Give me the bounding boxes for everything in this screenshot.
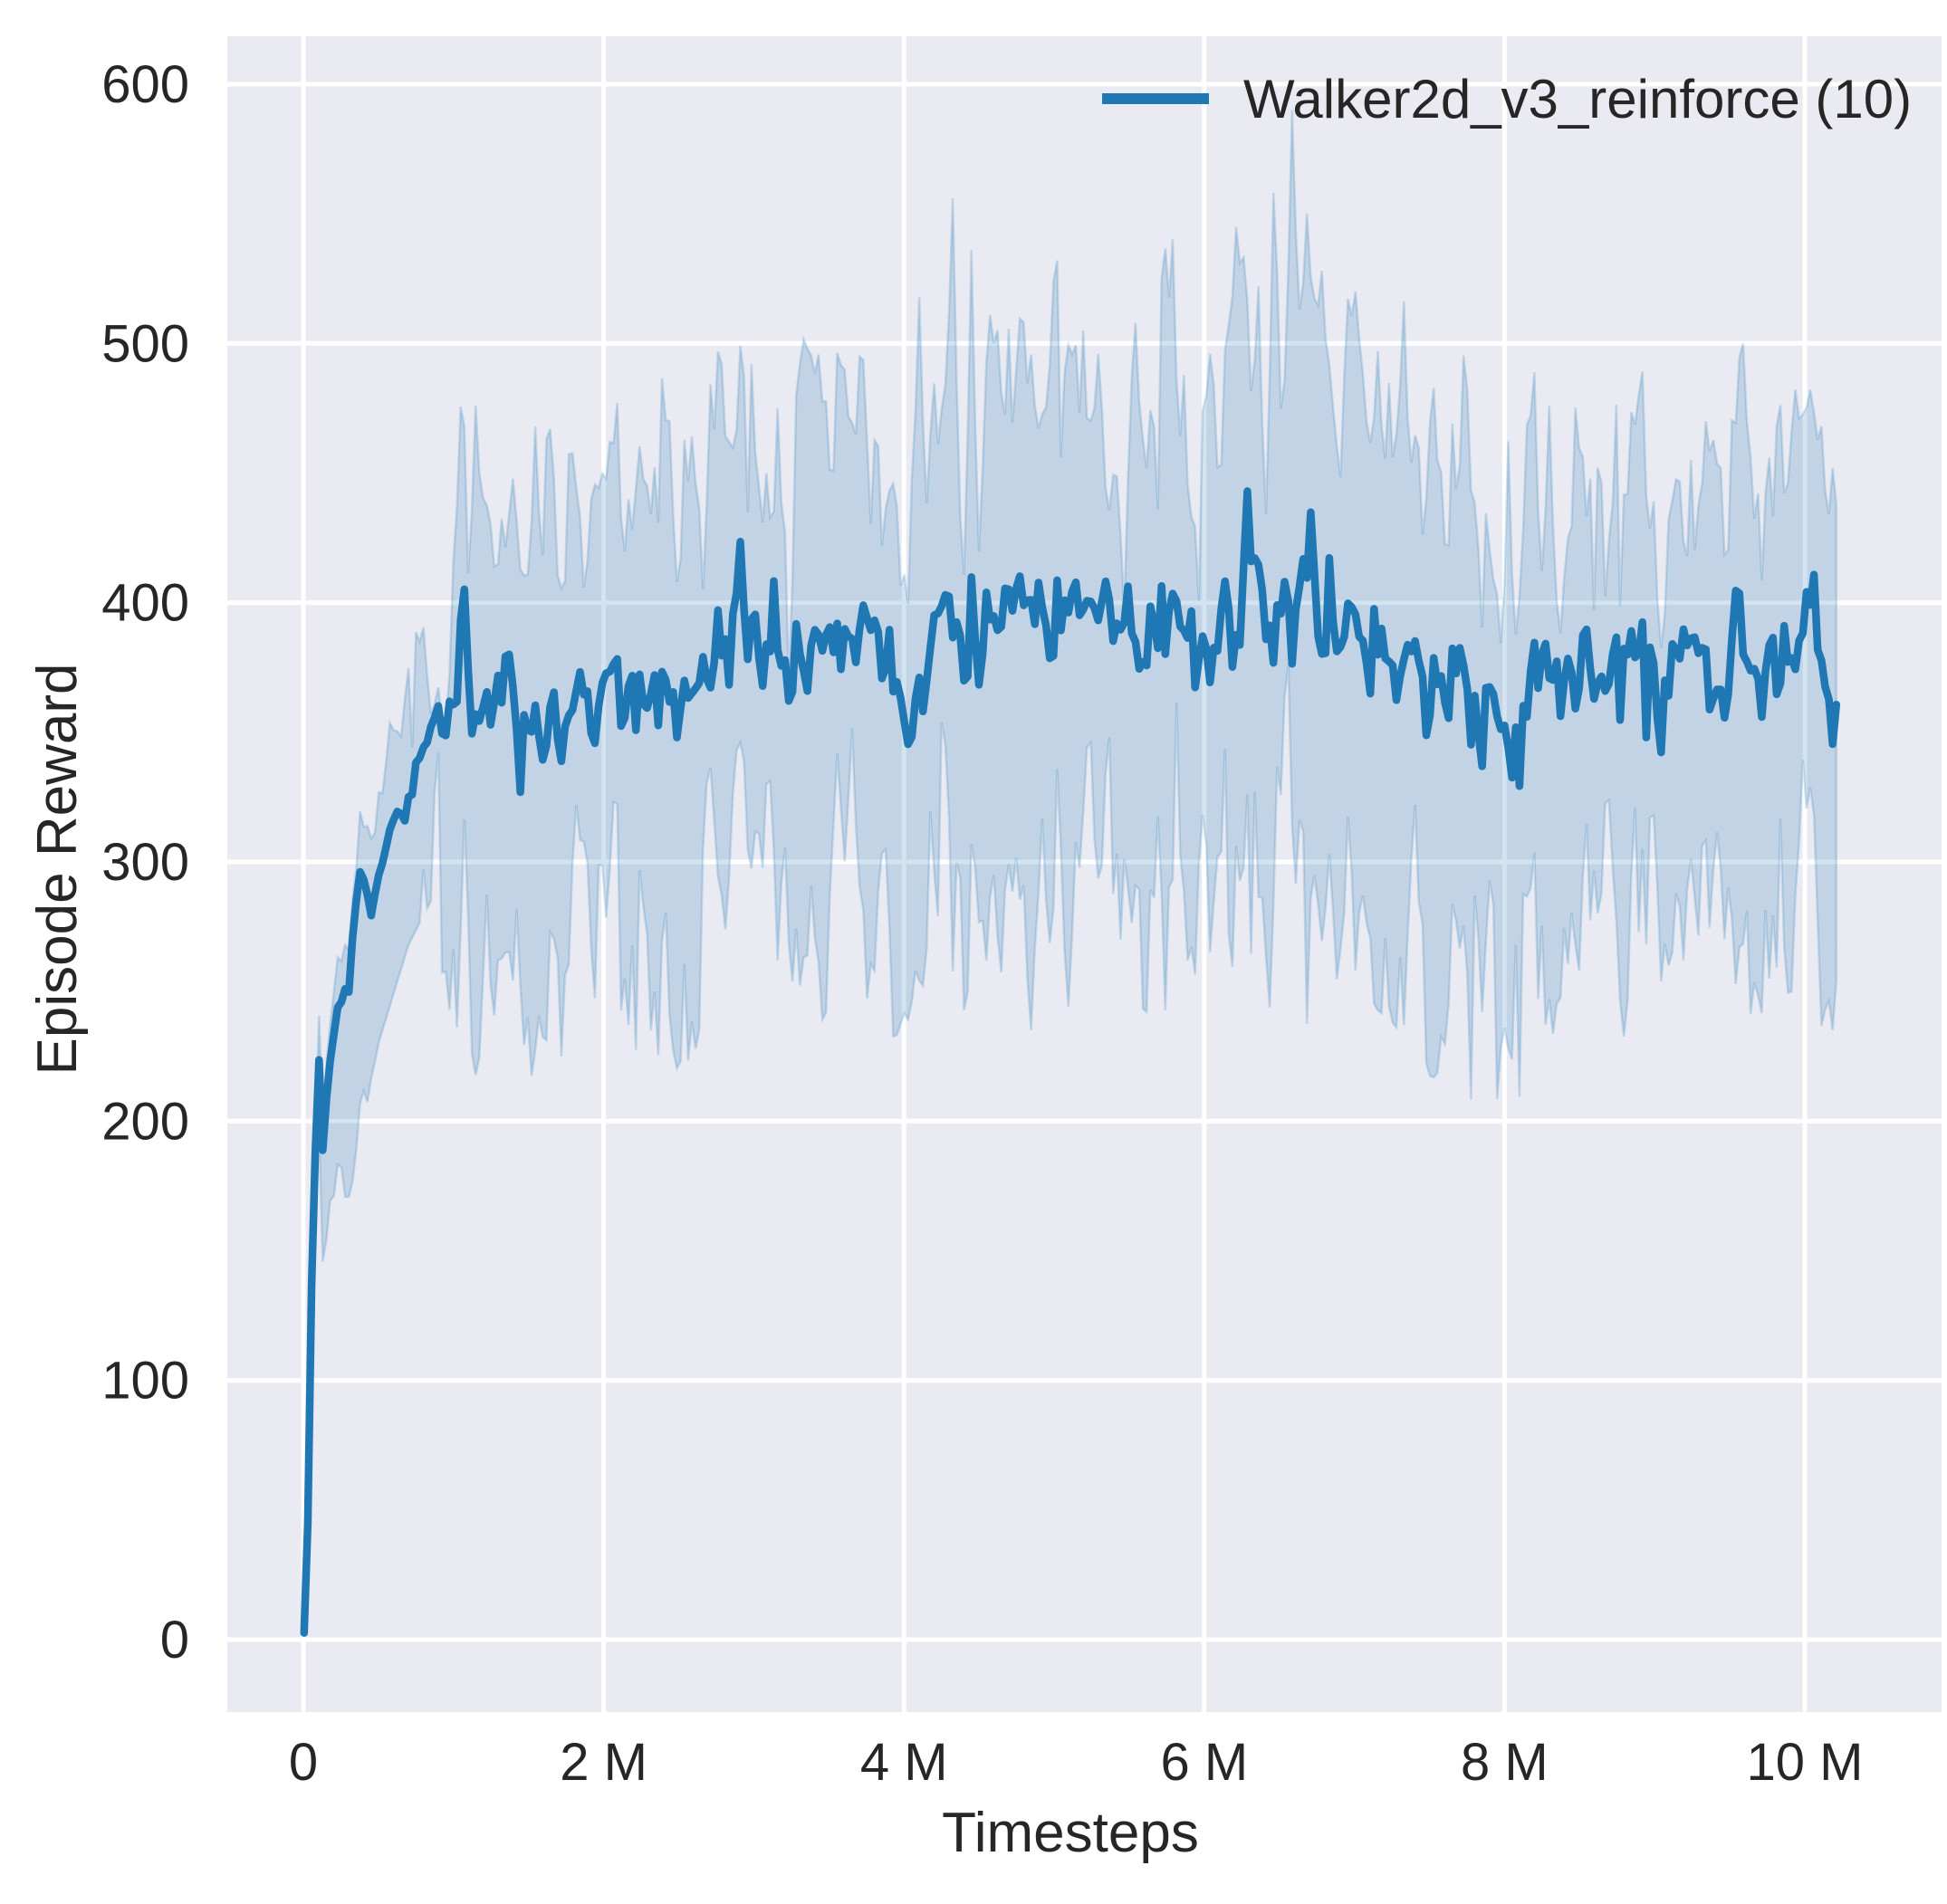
svg-text:Timesteps: Timesteps bbox=[942, 1802, 1199, 1864]
svg-text:8 M: 8 M bbox=[1461, 1733, 1549, 1792]
svg-text:100: 100 bbox=[101, 1352, 189, 1411]
svg-text:10 M: 10 M bbox=[1747, 1733, 1864, 1792]
svg-text:0: 0 bbox=[160, 1611, 189, 1670]
svg-text:Walker2d_v3_reinforce (10): Walker2d_v3_reinforce (10) bbox=[1243, 69, 1912, 129]
svg-text:4 M: 4 M bbox=[860, 1733, 948, 1792]
svg-text:200: 200 bbox=[101, 1092, 189, 1151]
svg-text:Episode Reward: Episode Reward bbox=[26, 664, 89, 1076]
svg-text:6 M: 6 M bbox=[1160, 1733, 1248, 1792]
svg-text:600: 600 bbox=[101, 55, 189, 114]
svg-text:2 M: 2 M bbox=[560, 1733, 647, 1792]
svg-text:400: 400 bbox=[101, 574, 189, 633]
svg-text:300: 300 bbox=[101, 833, 189, 892]
svg-text:0: 0 bbox=[289, 1733, 318, 1792]
svg-text:500: 500 bbox=[101, 314, 189, 373]
